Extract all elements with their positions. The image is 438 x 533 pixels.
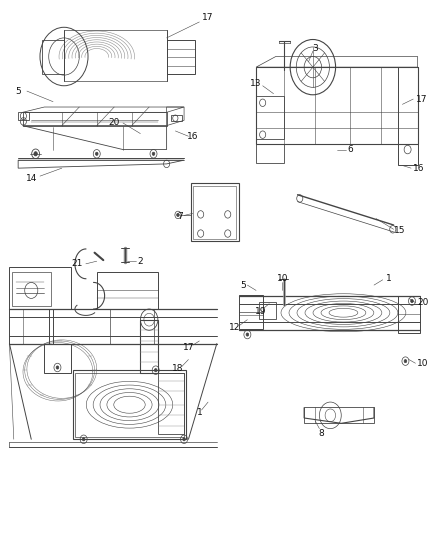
Bar bbox=[398, 67, 418, 165]
Text: 17: 17 bbox=[183, 343, 194, 352]
Bar bbox=[256, 96, 285, 139]
Circle shape bbox=[404, 360, 407, 363]
Text: 5: 5 bbox=[240, 280, 246, 289]
Text: 17: 17 bbox=[416, 94, 428, 103]
Bar bbox=[259, 302, 276, 319]
Text: 5: 5 bbox=[15, 86, 21, 95]
Text: 10: 10 bbox=[417, 359, 428, 368]
Text: 17: 17 bbox=[202, 13, 214, 22]
Bar bbox=[239, 295, 263, 329]
Bar bbox=[18, 112, 29, 120]
Text: 14: 14 bbox=[25, 174, 37, 183]
Text: 19: 19 bbox=[255, 307, 266, 316]
Text: 3: 3 bbox=[312, 44, 318, 53]
Bar bbox=[97, 272, 158, 309]
Text: 6: 6 bbox=[347, 145, 353, 154]
Circle shape bbox=[183, 438, 185, 441]
Bar bbox=[398, 296, 420, 333]
Bar bbox=[191, 182, 239, 241]
Bar bbox=[75, 373, 184, 437]
Circle shape bbox=[177, 213, 179, 216]
Bar bbox=[10, 309, 49, 344]
Bar bbox=[304, 407, 374, 423]
Bar bbox=[73, 370, 186, 439]
Bar bbox=[42, 39, 64, 74]
Text: 21: 21 bbox=[71, 260, 83, 268]
Text: 2: 2 bbox=[138, 257, 143, 265]
Text: 20: 20 bbox=[109, 118, 120, 127]
Text: 8: 8 bbox=[319, 430, 325, 439]
Circle shape bbox=[152, 152, 155, 156]
Bar bbox=[12, 272, 51, 306]
Bar bbox=[193, 185, 237, 239]
Bar bbox=[256, 67, 418, 144]
Text: 16: 16 bbox=[187, 132, 198, 141]
Bar bbox=[44, 344, 71, 373]
Circle shape bbox=[246, 333, 249, 336]
Circle shape bbox=[154, 368, 157, 372]
Bar bbox=[141, 320, 158, 373]
Circle shape bbox=[95, 152, 98, 156]
Text: 1: 1 bbox=[386, 274, 392, 283]
Text: 20: 20 bbox=[418, 298, 429, 307]
Text: 16: 16 bbox=[413, 164, 425, 173]
Text: 18: 18 bbox=[172, 364, 183, 373]
Bar bbox=[10, 266, 71, 309]
Text: 1: 1 bbox=[197, 408, 202, 417]
Circle shape bbox=[411, 300, 413, 303]
Bar bbox=[171, 115, 182, 122]
Text: 7: 7 bbox=[177, 212, 183, 221]
Text: 10: 10 bbox=[276, 274, 288, 283]
Bar bbox=[158, 373, 184, 434]
Circle shape bbox=[82, 438, 85, 441]
Text: 12: 12 bbox=[229, 323, 240, 332]
Circle shape bbox=[56, 366, 59, 369]
Circle shape bbox=[34, 152, 37, 156]
Text: 15: 15 bbox=[395, 227, 406, 236]
Text: 13: 13 bbox=[251, 78, 262, 87]
Bar bbox=[166, 39, 195, 74]
